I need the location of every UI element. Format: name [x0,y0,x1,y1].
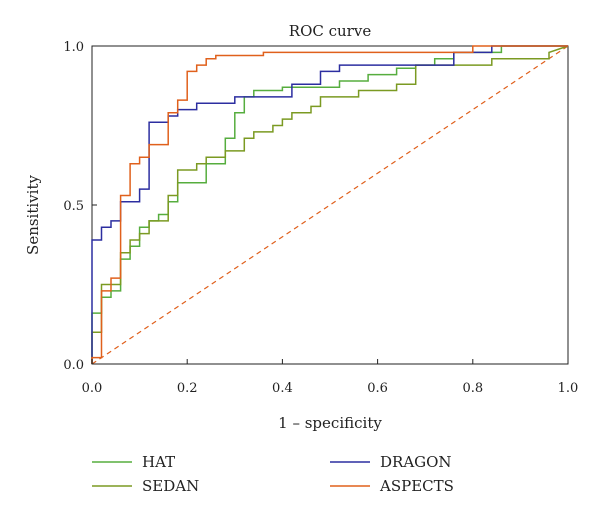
legend-label-sedan: SEDAN [142,477,199,495]
y-tick-label: 1.0 [63,40,84,55]
reference-layer [91,45,569,365]
series-line-aspects [91,45,568,364]
y-tick-label: 0.0 [63,358,84,373]
x-tick-label: 0.6 [367,381,388,396]
x-tick-label: 0.8 [462,381,483,396]
reference-diagonal-line [91,45,569,365]
x-tick-label: 0.2 [177,381,198,396]
legend-label-dragon: DRAGON [380,453,452,471]
x-axis-ticks: 0.0 0.2 0.4 0.6 0.8 1.0 [82,359,579,396]
legend-label-aspects: ASPECTS [379,477,454,495]
chart-title: ROC curve [289,22,372,40]
legend-label-hat: HAT [142,453,175,471]
y-axis-ticks: 0.0 0.5 1.0 [63,40,97,373]
series-layer [91,45,569,364]
x-tick-label: 1.0 [558,381,579,396]
y-axis-label: Sensitivity [24,175,42,255]
x-axis-label: 1 – specificity [278,414,382,432]
x-tick-label: 0.0 [82,381,103,396]
x-tick-label: 0.4 [272,381,293,396]
legend: HAT SEDAN DRAGON ASPECTS [92,453,454,495]
series-line-sedan [91,45,569,364]
y-tick-label: 0.5 [63,199,84,214]
